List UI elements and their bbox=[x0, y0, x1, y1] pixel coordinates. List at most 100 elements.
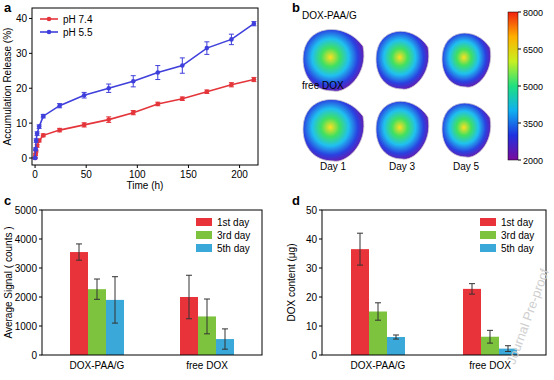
error-cap bbox=[76, 260, 82, 261]
error-bar bbox=[207, 299, 208, 334]
x-tick-label: 100 bbox=[129, 169, 146, 180]
bar bbox=[88, 289, 106, 355]
error-cap bbox=[357, 233, 363, 234]
error-cap bbox=[76, 243, 82, 244]
y-tick-label: 20 bbox=[306, 292, 318, 303]
y-tick bbox=[29, 88, 32, 89]
error-cap bbox=[204, 54, 209, 55]
marker bbox=[82, 93, 87, 98]
x-tick bbox=[137, 165, 138, 168]
error-bar bbox=[378, 303, 379, 320]
y-tick bbox=[319, 326, 322, 327]
marker bbox=[41, 114, 46, 119]
y-tick-label: 5000 bbox=[15, 205, 38, 216]
bar bbox=[70, 252, 88, 355]
watermark: Journal Pre-proof bbox=[504, 266, 553, 366]
error-cap bbox=[487, 330, 493, 331]
row-label: DOX-PAA/G bbox=[302, 10, 357, 21]
marker bbox=[131, 110, 136, 115]
legend-label: pH 7.4 bbox=[63, 14, 93, 25]
marker bbox=[106, 86, 111, 91]
y-tick-label: 0 bbox=[21, 153, 27, 164]
marker bbox=[33, 156, 38, 161]
error-cap bbox=[469, 294, 475, 295]
column-label: Day 5 bbox=[453, 161, 480, 172]
y-tick-label: 20 bbox=[16, 83, 28, 94]
legend-swatch bbox=[480, 218, 496, 226]
organ-image bbox=[442, 103, 491, 157]
marker bbox=[252, 77, 257, 82]
error-cap bbox=[186, 275, 192, 276]
y-tick bbox=[39, 239, 42, 240]
error-cap bbox=[131, 75, 136, 76]
legend-swatch bbox=[480, 231, 496, 239]
error-cap bbox=[469, 283, 475, 284]
error-bar bbox=[360, 233, 361, 265]
error-cap bbox=[357, 265, 363, 266]
plot-frame bbox=[42, 210, 262, 355]
plot-area bbox=[351, 233, 517, 355]
error-cap bbox=[106, 92, 111, 93]
error-cap bbox=[131, 86, 136, 87]
error-cap bbox=[106, 116, 111, 117]
error-bar bbox=[225, 329, 226, 349]
error-bar bbox=[490, 330, 491, 343]
y-axis-label: Accumulation Release (%) bbox=[2, 28, 13, 146]
error-bar bbox=[97, 279, 98, 299]
panel-label: a bbox=[4, 0, 12, 15]
panel-label: b bbox=[292, 0, 300, 15]
plot-area bbox=[70, 244, 234, 355]
error-cap bbox=[106, 84, 111, 85]
marker bbox=[229, 37, 234, 42]
marker bbox=[33, 147, 38, 152]
legend-label: 5th day bbox=[501, 243, 534, 254]
colorbar-tick bbox=[518, 86, 521, 87]
colorbar-tick bbox=[518, 12, 521, 13]
colorbar-tick-label: 6500 bbox=[523, 45, 543, 55]
y-tick-label: 40 bbox=[16, 13, 28, 24]
error-cap bbox=[204, 333, 210, 334]
y-tick-label: 10 bbox=[16, 118, 28, 129]
legend-swatch bbox=[196, 218, 212, 226]
y-axis-label: DOX content (μg) bbox=[286, 243, 297, 321]
y-tick-label: 30 bbox=[306, 263, 318, 274]
error-cap bbox=[393, 334, 399, 335]
legend-label: 1st day bbox=[217, 217, 249, 228]
marker bbox=[180, 63, 185, 68]
marker bbox=[33, 156, 38, 161]
y-tick-label: 50 bbox=[306, 205, 318, 216]
colorbar-tick-label: 8000 bbox=[523, 8, 543, 18]
bar bbox=[463, 289, 481, 355]
colorbar-tick-label: 3500 bbox=[523, 119, 543, 129]
error-bar bbox=[79, 244, 80, 260]
x-tick bbox=[239, 165, 240, 168]
y-tick bbox=[319, 239, 322, 240]
legend-swatch bbox=[480, 244, 496, 252]
error-cap bbox=[112, 276, 118, 277]
y-tick-label: 10 bbox=[306, 321, 318, 332]
y-tick-label: 2000 bbox=[15, 292, 38, 303]
x-axis-label: Time (h) bbox=[127, 180, 164, 191]
marker bbox=[252, 21, 257, 26]
y-tick bbox=[39, 210, 42, 211]
plot-area bbox=[33, 21, 257, 160]
y-tick bbox=[29, 123, 32, 124]
legend-swatch bbox=[196, 244, 212, 252]
y-tick bbox=[319, 268, 322, 269]
legend-label: 3rd day bbox=[217, 230, 250, 241]
x-tick bbox=[188, 165, 189, 168]
organ-image bbox=[376, 101, 429, 159]
error-cap bbox=[155, 65, 160, 66]
x-tick-label: 150 bbox=[180, 169, 197, 180]
y-tick-label: 4000 bbox=[15, 234, 38, 245]
error-cap bbox=[94, 279, 100, 280]
error-cap bbox=[229, 34, 234, 35]
marker bbox=[82, 123, 87, 128]
error-cap bbox=[229, 44, 234, 45]
x-tick bbox=[86, 165, 87, 168]
error-bar bbox=[396, 335, 397, 339]
error-cap bbox=[112, 323, 118, 324]
plot-frame bbox=[322, 210, 546, 355]
marker bbox=[155, 102, 160, 107]
column-label: Day 3 bbox=[389, 161, 416, 172]
